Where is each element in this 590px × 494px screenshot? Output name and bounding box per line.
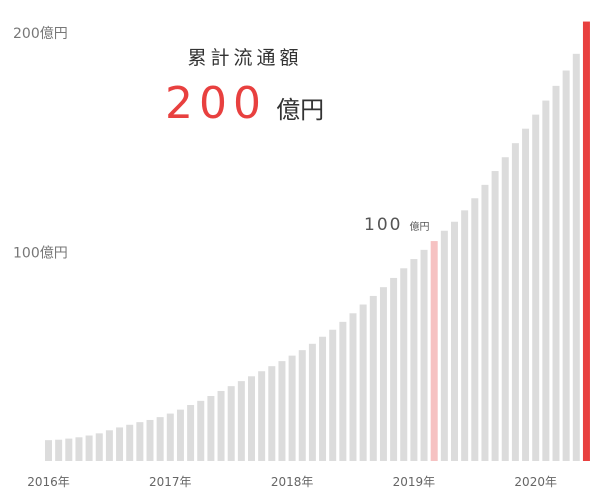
bar [75,437,83,461]
bar [288,355,296,461]
bar [359,304,367,461]
bar [572,53,580,461]
bar [126,424,134,461]
bar [187,405,195,461]
bar [329,329,337,461]
callout-number: 100 [364,215,402,235]
bar [248,376,255,461]
bar [481,184,489,461]
bar [390,277,398,461]
bar [237,381,245,461]
bar [522,128,530,461]
bar [55,439,63,461]
bar [85,435,93,461]
bar [116,427,124,461]
y-axis-tick-labels: 200億円 100億円 [13,26,68,262]
bar [207,396,215,461]
bar [400,268,408,461]
total-value-number: 200 [165,78,267,129]
bar [461,210,469,461]
bar [369,295,377,461]
x-tick-label: 2017年 [149,475,192,489]
bar [176,409,184,461]
x-tick-label: 2020年 [514,475,557,489]
bar [379,287,387,461]
bar [420,249,428,461]
bar-final-200 [582,21,590,462]
bar [166,413,174,461]
x-tick-label: 2016年 [27,475,70,489]
callout-100-label: 100 億円 [364,215,430,235]
total-value-unit: 億円 [276,96,324,124]
bar [65,438,73,461]
bar [146,419,154,461]
bar [105,430,113,461]
bar [298,350,306,461]
bar [440,230,448,461]
y-tick-label: 100億円 [13,246,68,262]
bar [349,313,357,461]
bar [319,336,327,461]
bar [217,390,225,461]
bar [268,366,276,461]
bar [308,343,316,461]
bar [197,400,205,461]
x-axis-tick-labels: 2016年 2017年 2018年 2019年 2020年 [27,475,557,489]
bar [156,417,164,461]
y-tick-label: 200億円 [13,26,68,42]
bar [501,157,509,461]
bar-highlight-100 [430,241,438,461]
bar [95,433,103,461]
total-value-label: 200 億円 [165,78,324,129]
x-tick-label: 2019年 [393,475,436,489]
bar [227,386,235,461]
bar [136,422,144,461]
bar [532,114,540,461]
x-tick-label: 2018年 [271,475,314,489]
bar [491,171,499,462]
bar [562,70,570,461]
bar [410,259,418,461]
headline-title: 累計流通額 [187,47,302,69]
bar [511,143,519,461]
bar [451,221,458,461]
bar [471,198,479,461]
callout-unit: 億円 [410,220,430,233]
bar [258,371,266,461]
bar [552,85,560,462]
bar [278,361,286,461]
bar [45,440,52,461]
bar-series [45,21,590,462]
bar [339,321,347,461]
bar [542,100,550,461]
